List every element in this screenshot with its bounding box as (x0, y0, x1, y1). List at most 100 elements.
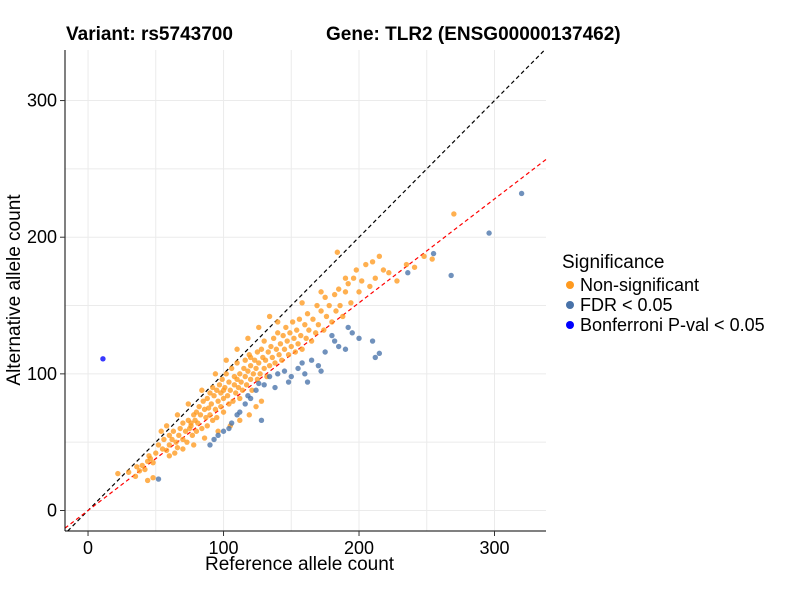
point-non-significant (262, 357, 269, 363)
point-non-significant (411, 264, 418, 270)
point-fdr-0-05 (331, 338, 338, 344)
point-non-significant (234, 360, 240, 366)
point-non-significant (153, 450, 159, 456)
point-non-significant (169, 436, 175, 443)
y-tick-label: 0 (47, 501, 57, 521)
point-non-significant (296, 316, 303, 322)
point-non-significant (172, 450, 178, 456)
point-fdr-0-05 (335, 343, 342, 350)
point-fdr-0-05 (285, 379, 292, 385)
point-fdr-0-05 (448, 272, 454, 279)
point-non-significant (201, 406, 208, 413)
legend: Significance Non-significant FDR < 0.05 … (562, 252, 765, 335)
point-non-significant (250, 371, 257, 377)
point-non-significant (237, 395, 243, 402)
point-fdr-0-05 (308, 357, 315, 363)
point-non-significant (334, 249, 341, 255)
point-fdr-0-05 (237, 409, 243, 415)
point-non-significant (268, 343, 274, 350)
point-non-significant (173, 439, 179, 445)
point-fdr-0-05 (275, 371, 281, 377)
point-bonferroni-p-val-0-05 (100, 356, 106, 362)
point-non-significant (270, 335, 277, 342)
point-non-significant (359, 278, 365, 284)
point-non-significant (243, 382, 250, 388)
point-non-significant (176, 432, 182, 439)
point-non-significant (394, 278, 400, 284)
point-fdr-0-05 (226, 425, 232, 432)
point-fdr-0-05 (315, 362, 322, 369)
point-non-significant (258, 346, 265, 352)
y-tick-label: 100 (27, 364, 57, 384)
point-non-significant (180, 420, 186, 426)
point-fdr-0-05 (155, 476, 162, 482)
point-non-significant (421, 253, 427, 260)
point-non-significant (150, 475, 156, 481)
point-non-significant (144, 477, 151, 484)
point-non-significant (163, 447, 170, 454)
point-non-significant (212, 371, 219, 377)
point-non-significant (245, 368, 251, 374)
point-non-significant (136, 468, 143, 474)
point-non-significant (269, 354, 276, 361)
point-non-significant (279, 357, 285, 363)
y-tick-label: 200 (27, 227, 57, 247)
point-non-significant (177, 425, 183, 432)
point-non-significant (254, 376, 261, 383)
point-non-significant (208, 401, 215, 407)
legend-label: Bonferroni P-val < 0.05 (580, 315, 765, 335)
point-non-significant (235, 384, 242, 391)
point-non-significant (280, 332, 286, 339)
point-fdr-0-05 (342, 346, 349, 352)
point-non-significant (247, 354, 254, 361)
fit-line (64, 159, 547, 529)
point-non-significant (203, 414, 209, 421)
point-non-significant (231, 382, 238, 388)
y-axis-title: Alternative allele count (4, 194, 25, 386)
point-non-significant (251, 357, 258, 363)
point-non-significant (380, 267, 387, 273)
point-fdr-0-05 (215, 432, 221, 439)
point-non-significant (150, 459, 156, 466)
point-non-significant (302, 321, 308, 328)
point-non-significant (304, 311, 311, 317)
point-non-significant (275, 330, 281, 336)
point-non-significant (289, 319, 296, 325)
point-fdr-0-05 (369, 338, 376, 344)
point-non-significant (132, 473, 139, 480)
point-non-significant (386, 270, 392, 276)
point-non-significant (199, 387, 205, 393)
point-non-significant (237, 417, 243, 424)
point-fdr-0-05 (345, 324, 351, 331)
point-non-significant (372, 275, 378, 281)
point-non-significant (367, 283, 373, 290)
point-non-significant (197, 412, 204, 418)
point-non-significant (142, 466, 148, 473)
point-non-significant (219, 376, 225, 383)
point-non-significant (242, 357, 248, 363)
point-non-significant (220, 395, 227, 402)
point-non-significant (242, 373, 248, 380)
point-non-significant (272, 360, 278, 366)
point-fdr-0-05 (299, 360, 305, 366)
point-non-significant (163, 423, 170, 429)
point-fdr-0-05 (430, 250, 437, 257)
point-fdr-0-05 (253, 387, 259, 393)
point-non-significant (345, 280, 351, 287)
points-layer (100, 190, 525, 484)
point-non-significant (376, 253, 383, 260)
point-non-significant (228, 365, 235, 372)
point-fdr-0-05 (272, 384, 278, 391)
point-fdr-0-05 (405, 270, 411, 276)
gene-title: Gene: TLR2 (ENSG00000137462) (326, 24, 621, 45)
point-non-significant (189, 432, 196, 439)
point-non-significant (256, 324, 262, 331)
legend-dot (566, 321, 574, 329)
point-non-significant (298, 332, 304, 339)
point-fdr-0-05 (356, 335, 362, 342)
point-non-significant (184, 439, 190, 445)
point-non-significant (429, 256, 435, 262)
point-non-significant (245, 335, 251, 342)
point-non-significant (196, 403, 202, 410)
